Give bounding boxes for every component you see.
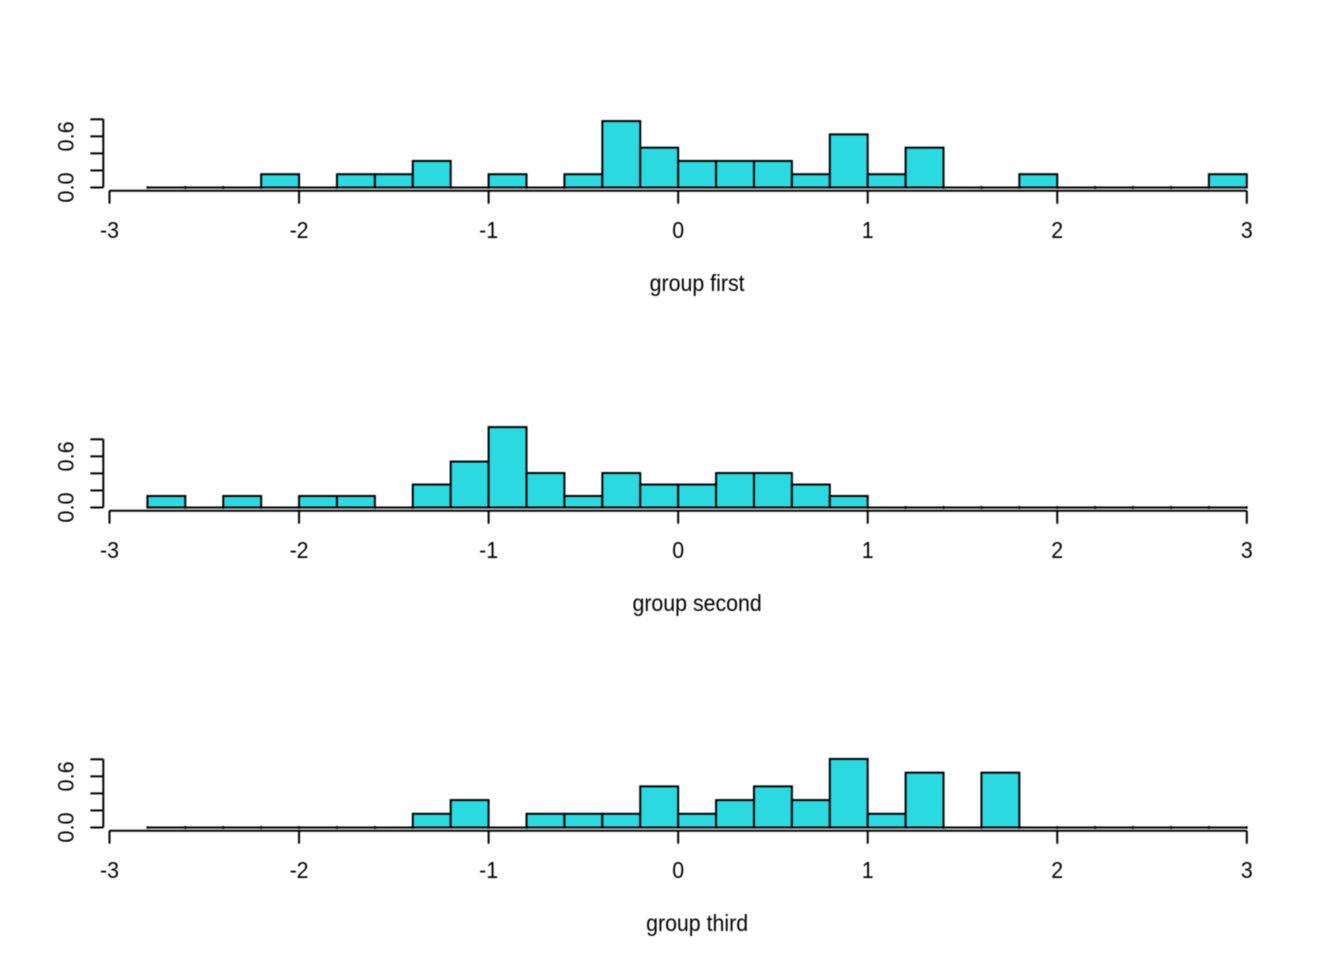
svg-text:-2: -2 [290, 857, 309, 883]
svg-text:0.6: 0.6 [53, 761, 78, 791]
svg-text:1: 1 [862, 217, 874, 243]
svg-text:0: 0 [672, 537, 684, 563]
svg-text:1: 1 [862, 857, 874, 883]
svg-text:3: 3 [1241, 217, 1253, 243]
svg-text:-1: -1 [479, 537, 498, 563]
svg-text:-1: -1 [479, 857, 498, 883]
svg-text:group second: group second [632, 590, 761, 616]
svg-text:group third: group third [646, 910, 748, 936]
svg-text:0: 0 [672, 217, 684, 243]
svg-text:-1: -1 [479, 217, 498, 243]
svg-text:0.6: 0.6 [53, 441, 78, 471]
svg-text:-2: -2 [290, 537, 309, 563]
svg-text:0.6: 0.6 [53, 121, 78, 151]
svg-text:0.0: 0.0 [53, 492, 78, 522]
svg-text:-3: -3 [100, 217, 119, 243]
svg-text:0.0: 0.0 [53, 172, 78, 202]
svg-text:2: 2 [1051, 537, 1063, 563]
svg-text:-2: -2 [290, 217, 309, 243]
svg-text:2: 2 [1051, 217, 1063, 243]
svg-text:0.0: 0.0 [53, 812, 78, 842]
svg-text:1: 1 [862, 537, 874, 563]
svg-text:0: 0 [672, 857, 684, 883]
svg-text:3: 3 [1241, 857, 1253, 883]
svg-text:3: 3 [1241, 537, 1253, 563]
svg-text:group first: group first [650, 270, 746, 296]
svg-text:-3: -3 [100, 857, 119, 883]
svg-text:2: 2 [1051, 857, 1063, 883]
svg-text:-3: -3 [100, 537, 119, 563]
